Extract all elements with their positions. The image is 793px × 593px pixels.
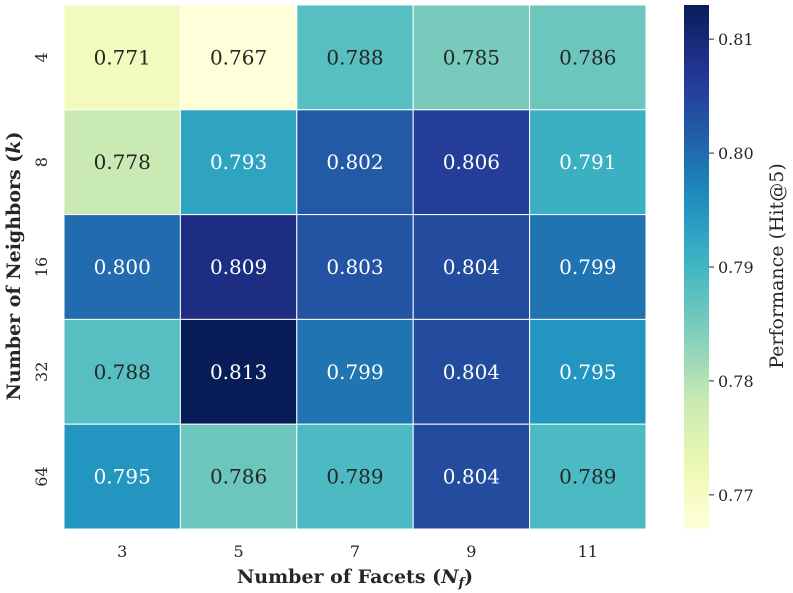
heatmap-cell: [179, 214, 298, 320]
colorbar-tick-label: 0.77: [718, 486, 754, 505]
heatmap-cell: [296, 318, 414, 425]
cell-value-label: 0.799: [326, 360, 383, 384]
x-tick-labels: 3 5 7 9 11: [117, 542, 598, 561]
cell-value-label: 0.809: [210, 255, 267, 279]
heatmap-cell: [63, 4, 181, 111]
y-tick-label: 64: [32, 466, 51, 486]
heatmap-cell: [529, 214, 647, 320]
heatmap-cells: 0.771 0.767 0.788 0.785 0.786 0.778 0.793 0.802…: [63, 4, 647, 530]
cell-value-label: 0.786: [210, 465, 267, 489]
y-tick-label: 32: [32, 362, 51, 382]
x-tick-label: 9: [466, 542, 476, 561]
x-tick-label: 5: [234, 542, 244, 561]
cell-value-label: 0.786: [559, 45, 616, 69]
x-tick-label: 7: [350, 542, 360, 561]
heatmap-cell: [296, 109, 414, 216]
cell-value-label: 0.767: [210, 45, 267, 69]
cell-value-label: 0.799: [559, 255, 616, 279]
colorbar-tick-label: 0.81: [718, 30, 754, 49]
x-tick-label: 3: [117, 542, 127, 561]
cell-value-label: 0.788: [326, 45, 383, 69]
cell-value-label: 0.795: [559, 360, 616, 384]
heatmap-cell: [63, 423, 181, 530]
cell-value-label: 0.793: [210, 150, 267, 174]
cell-value-label: 0.778: [94, 150, 151, 174]
heatmap-cell: [412, 318, 531, 425]
heatmap-cell: [412, 214, 531, 320]
colorbar-tick-label: 0.78: [718, 372, 754, 391]
y-tick-label: 4: [32, 52, 51, 62]
y-tick-label: 16: [32, 257, 51, 277]
cell-value-label: 0.804: [443, 255, 500, 279]
heatmap-cell: [296, 214, 414, 320]
heatmap-cell: [296, 4, 414, 111]
heatmap-cell: [529, 318, 647, 425]
heatmap-cell: [529, 423, 647, 530]
heatmap-cell: [296, 423, 414, 530]
x-axis-title: Number of Facets (Nf): [237, 566, 473, 591]
cell-value-label: 0.771: [94, 45, 151, 69]
colorbar-title: Performance (Hit@5): [766, 163, 788, 369]
cell-value-label: 0.789: [559, 465, 616, 489]
y-axis-title: Number of Neighbors (k): [3, 132, 25, 401]
colorbar-tick-label: 0.80: [718, 144, 754, 163]
cell-value-label: 0.803: [326, 255, 383, 279]
heatmap-cell: [63, 109, 181, 216]
colorbar-ticks: 0.77 0.78 0.79 0.80 0.81: [709, 30, 754, 505]
y-tick-label: 8: [32, 157, 51, 167]
y-tick-labels: 4 8 16 32 64: [32, 52, 51, 486]
cell-value-label: 0.791: [559, 150, 616, 174]
cell-value-label: 0.795: [94, 465, 151, 489]
heatmap-cell: [179, 423, 298, 530]
heatmap-cell: [529, 4, 647, 111]
colorbar: [684, 5, 709, 529]
cell-value-label: 0.789: [326, 465, 383, 489]
cell-value-label: 0.806: [443, 150, 500, 174]
cell-value-label: 0.804: [443, 360, 500, 384]
heatmap-cell: [529, 109, 647, 216]
heatmap-cell: [179, 4, 298, 111]
heatmap-cell: [412, 4, 531, 111]
x-tick-label: 11: [578, 542, 598, 561]
heatmap-cell: [63, 318, 181, 425]
colorbar-tick-label: 0.79: [718, 258, 754, 277]
cell-value-label: 0.804: [443, 465, 500, 489]
cell-value-label: 0.813: [210, 360, 267, 384]
heatmap-cell: [179, 318, 298, 425]
cell-value-label: 0.785: [443, 45, 500, 69]
cell-value-label: 0.802: [326, 150, 383, 174]
cell-value-label: 0.800: [94, 255, 151, 279]
cell-value-label: 0.788: [94, 360, 151, 384]
